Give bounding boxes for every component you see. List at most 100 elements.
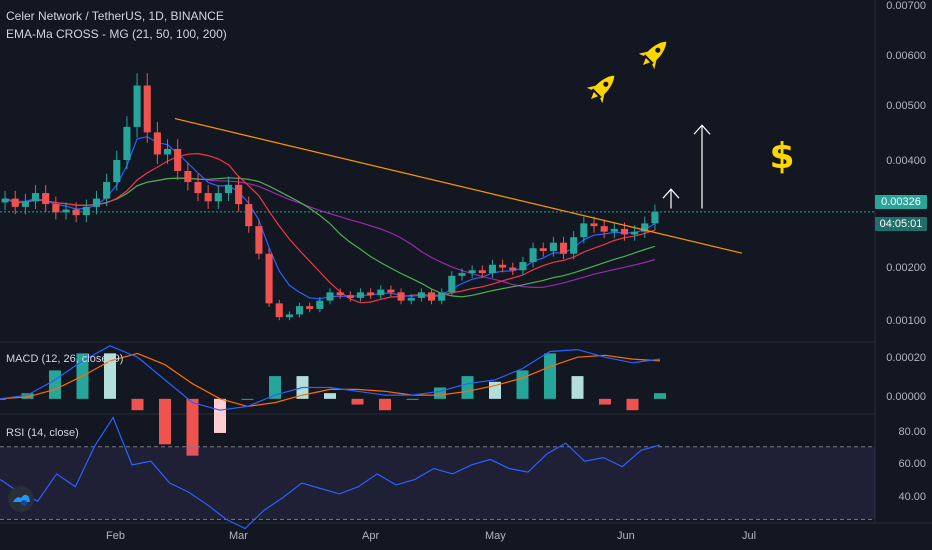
candle-body [631, 231, 639, 235]
candle-body [204, 193, 212, 202]
candle-body [214, 193, 222, 202]
candle-body [1, 198, 9, 203]
candle-body [367, 292, 375, 296]
candle-body [72, 209, 80, 216]
macd-histogram-bar [186, 398, 199, 456]
y-tick-label: 0.00200 [886, 262, 926, 274]
candle-body [580, 223, 588, 238]
candle-body [590, 223, 598, 227]
ma50-line [4, 152, 656, 304]
candle-body [163, 148, 172, 155]
candle-body [478, 270, 486, 274]
candle-body [387, 289, 395, 293]
candle-body [184, 171, 192, 183]
candle-body [610, 228, 618, 232]
x-tick-label: May [485, 530, 506, 542]
rocket-icon [586, 75, 615, 104]
last-price-tag: 0.00326 [875, 195, 927, 209]
candle-body [235, 184, 243, 205]
macd-histogram-bar [571, 376, 584, 399]
x-tick-label: Jun [617, 530, 635, 542]
candle-body [651, 211, 659, 224]
candle-body [346, 295, 354, 298]
rsi-y-tick: 60.00 [898, 458, 926, 470]
candle-body [620, 228, 629, 235]
candle-body [103, 182, 111, 199]
candle-body [336, 292, 344, 296]
macd-histogram-bar [434, 387, 446, 399]
rsi-line [0, 416, 661, 530]
candle-body [468, 270, 476, 274]
rocket-icon [638, 41, 667, 70]
macd-histogram-bar [544, 353, 556, 399]
large-up-arrow-head [693, 124, 711, 135]
candle-body [92, 198, 101, 207]
candle-body [245, 204, 253, 227]
candle-body [519, 262, 527, 271]
macd-line [0, 345, 661, 411]
ema21-line [4, 136, 656, 300]
x-tick-label: Jul [742, 530, 757, 542]
macd-histogram-bar [654, 393, 666, 399]
candle-body [11, 198, 19, 207]
countdown-tag: 04:05:01 [875, 217, 927, 231]
candle-body [448, 275, 456, 293]
macd-y-tick: 0.00000 [886, 391, 926, 403]
candle-body [52, 204, 60, 213]
candle-body [224, 184, 233, 194]
candle-body [600, 226, 608, 232]
rsi-y-tick: 40.00 [898, 491, 926, 503]
y-tick-label: 0.00400 [886, 155, 926, 167]
candle-body [641, 223, 649, 232]
candle-body [295, 306, 304, 315]
candle-body [539, 248, 547, 251]
x-tick-label: Feb [106, 530, 125, 542]
candle-body [570, 237, 578, 254]
macd-histogram-bar [406, 398, 419, 400]
trendline [174, 118, 743, 254]
macd-histogram-bar [0, 398, 6, 400]
macd-histogram-bar [351, 398, 364, 405]
rsi-y-tick: 80.00 [898, 426, 926, 438]
macd-y-tick: 0.00020 [886, 352, 926, 364]
candle-body [42, 193, 50, 205]
macd-signal-line [0, 352, 661, 408]
macd-histogram-bar [324, 393, 336, 399]
macd-histogram-bar [104, 353, 116, 399]
symbol-title: Celer Network / TetherUS, 1D, BINANCE [6, 9, 224, 23]
rsi-band [0, 446, 875, 520]
macd-histogram-bar [269, 376, 281, 399]
x-tick-label: Mar [229, 530, 248, 542]
y-tick-label: 0.00500 [886, 100, 926, 112]
candle-body [509, 267, 517, 271]
candle-body [417, 292, 425, 298]
macd-histogram-bar [461, 376, 474, 399]
macd-histogram-bar [131, 398, 144, 411]
rsi-title: RSI (14, close) [6, 427, 79, 439]
candle-body [113, 159, 121, 183]
candle-body [499, 264, 507, 268]
candle-body [529, 248, 537, 263]
tradingview-logo-icon[interactable] [8, 486, 34, 512]
candle-body [82, 206, 90, 216]
candle-body [356, 292, 365, 298]
macd-title: MACD (12, 26, close, 9) [6, 353, 124, 365]
candle-body [153, 132, 161, 155]
macd-histogram-bar [214, 398, 226, 433]
candle-body [488, 264, 497, 274]
candle-body [265, 253, 273, 304]
candle-body [407, 297, 415, 301]
candle-body [397, 292, 405, 301]
macd-histogram-bar [516, 370, 529, 399]
macd-histogram-bar [21, 393, 34, 399]
candle-body [255, 226, 263, 254]
candle-body [549, 242, 557, 251]
candle-body [123, 126, 131, 160]
candle-body [133, 85, 141, 127]
candle-body [285, 314, 293, 318]
candle-body [174, 148, 182, 171]
candle-body [377, 289, 385, 296]
candle-body [194, 182, 202, 194]
